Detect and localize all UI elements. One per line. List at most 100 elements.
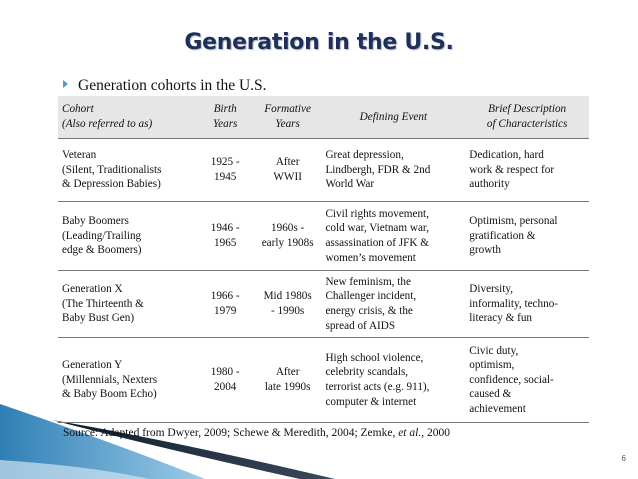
cell-line: - 1990s — [271, 305, 305, 317]
cell-birth: 1966 - 1979 — [196, 270, 254, 338]
cell-description: Optimism, personal gratification & growt… — [465, 201, 589, 271]
cell-line: growth — [469, 244, 501, 257]
cell-line: Dedication, hard — [469, 149, 544, 162]
cell-line: 1966 - — [210, 290, 240, 303]
table-row: Veteran (Silent, Traditionalists & Depre… — [58, 138, 589, 202]
cell-line: energy crisis, & the — [325, 305, 413, 317]
cell-line: Baby Boomers — [62, 215, 129, 228]
cell-event: Civil rights movement, cold war, Vietnam… — [321, 201, 466, 271]
cell-line: achievement — [469, 402, 526, 415]
source-suffix: , 2000 — [421, 427, 450, 439]
cell-event: New feminism, the Challenger incident, e… — [321, 270, 466, 338]
cell-line: After — [275, 366, 300, 379]
bullet-text: Generation cohorts in the U.S. — [78, 77, 267, 94]
cell-formative: After late 1990s — [253, 337, 322, 423]
cell-description: Diversity, informality, techno- literacy… — [465, 270, 589, 338]
cell-line: Diversity, — [469, 283, 513, 296]
header-formative: Formative Years — [253, 96, 322, 139]
table-row: Generation Y (Millennials, Nexters & Bab… — [58, 337, 589, 423]
cell-line: late 1990s — [264, 381, 311, 393]
cell-line: Optimism, personal — [469, 215, 558, 228]
table-row: Baby Boomers (Leading/Trailing edge & Bo… — [58, 201, 589, 271]
table-header-row: Cohort (Also referred to as) Birth Years… — [58, 96, 589, 139]
cell-line: Civil rights movement, — [325, 207, 429, 220]
cell-line: After — [275, 156, 300, 169]
swoosh-light-shape — [0, 460, 150, 479]
header-desc-line1: Brief Description — [488, 103, 567, 116]
cell-line: assassination of JFK & — [325, 237, 429, 249]
cell-line: 1979 — [214, 305, 237, 317]
cell-line: (The Thirteenth & — [62, 297, 144, 310]
cell-line: Generation Y — [62, 359, 123, 372]
header-cohort-line1: Cohort — [62, 103, 94, 116]
cell-line: Baby Bust Gen) — [62, 312, 135, 325]
cell-line: authority — [469, 178, 510, 191]
cell-description: Civic duty, optimism, confidence, social… — [465, 337, 589, 423]
cell-line: cold war, Vietnam war, — [325, 222, 430, 235]
cell-line: terrorist acts (e.g. 911), — [325, 381, 430, 393]
cell-line: 2004 — [214, 381, 237, 393]
header-desc-line2: of Characteristics — [486, 118, 568, 130]
header-birth-line1: Birth — [213, 103, 237, 116]
cell-line: women’s movement — [325, 251, 416, 264]
header-event: Defining Event — [321, 96, 466, 139]
cell-line: 1980 - — [210, 366, 240, 379]
cell-line: optimism, — [469, 359, 515, 372]
cell-line: (Silent, Traditionalists — [62, 163, 162, 176]
source-prefix: Source: Adapted from Dwyer, 2009; Schewe… — [63, 427, 399, 439]
cell-cohort: Baby Boomers (Leading/Trailing edge & Bo… — [58, 201, 197, 271]
cell-line: WWII — [273, 171, 302, 183]
cell-line: Generation X — [62, 283, 123, 296]
header-formative-line2: Years — [275, 118, 300, 130]
cell-formative: After WWII — [253, 138, 322, 202]
cell-line: confidence, social- — [469, 373, 554, 386]
cell-line: Great depression, — [325, 149, 404, 162]
cell-line: edge & Boomers) — [62, 244, 142, 257]
cell-cohort: Generation X (The Thirteenth & Baby Bust… — [58, 270, 197, 338]
cell-line: & Baby Boom Echo) — [62, 388, 157, 401]
cell-event: Great depression, Lindbergh, FDR & 2nd W… — [321, 138, 466, 202]
source-citation: Source: Adapted from Dwyer, 2009; Schewe… — [63, 427, 450, 439]
cell-line: 1946 - — [210, 222, 240, 235]
header-cohort: Cohort (Also referred to as) — [58, 96, 197, 139]
cell-line: (Millennials, Nexters — [62, 373, 158, 386]
cell-line: informality, techno- — [469, 297, 559, 310]
cell-birth: 1980 - 2004 — [196, 337, 254, 423]
generation-table: Cohort (Also referred to as) Birth Years… — [58, 96, 589, 423]
header-description: Brief Description of Characteristics — [465, 96, 589, 139]
cell-birth: 1925 - 1945 — [196, 138, 254, 202]
cell-line: High school violence, — [325, 351, 424, 364]
cell-cohort: Generation Y (Millennials, Nexters & Bab… — [58, 337, 197, 423]
cell-line: (Leading/Trailing — [62, 229, 142, 242]
header-formative-line1: Formative — [264, 103, 311, 116]
cell-line: Lindbergh, FDR & 2nd — [325, 163, 431, 176]
slide-title: Generation in the U.S. — [184, 30, 454, 55]
header-birth-line2: Years — [212, 118, 238, 130]
cell-formative: Mid 1980s - 1990s — [253, 270, 322, 338]
cell-line: 1925 - — [210, 156, 240, 169]
cell-event: High school violence, celebrity scandals… — [321, 337, 466, 423]
cell-birth: 1946 - 1965 — [196, 201, 254, 271]
cell-line: Veteran — [62, 149, 97, 162]
cell-line: celebrity scandals, — [325, 366, 409, 379]
cell-line: early 1908s — [261, 237, 314, 249]
bullet-item: Generation cohorts in the U.S. — [63, 77, 267, 95]
header-birth: Birth Years — [196, 96, 254, 139]
cell-line: Mid 1980s — [263, 290, 312, 303]
source-etal: et al. — [398, 427, 422, 439]
cell-line: World War — [325, 178, 375, 191]
cell-line: work & respect for — [469, 163, 555, 176]
cell-line: Challenger incident, — [325, 290, 417, 303]
cell-line: 1965 — [214, 237, 237, 249]
table-row: Generation X (The Thirteenth & Baby Bust… — [58, 270, 589, 338]
cell-line: Civic duty, — [469, 344, 519, 357]
cell-line: literacy & fun — [469, 312, 533, 325]
cell-line: caused & — [469, 388, 512, 401]
cell-line: 1945 — [214, 171, 237, 183]
cell-formative: 1960s - early 1908s — [253, 201, 322, 271]
header-cohort-line2: (Also referred to as) — [62, 118, 153, 130]
cell-line: 1960s - — [271, 222, 305, 235]
cell-line: New feminism, the — [325, 275, 411, 288]
cell-cohort: Veteran (Silent, Traditionalists & Depre… — [58, 138, 197, 202]
